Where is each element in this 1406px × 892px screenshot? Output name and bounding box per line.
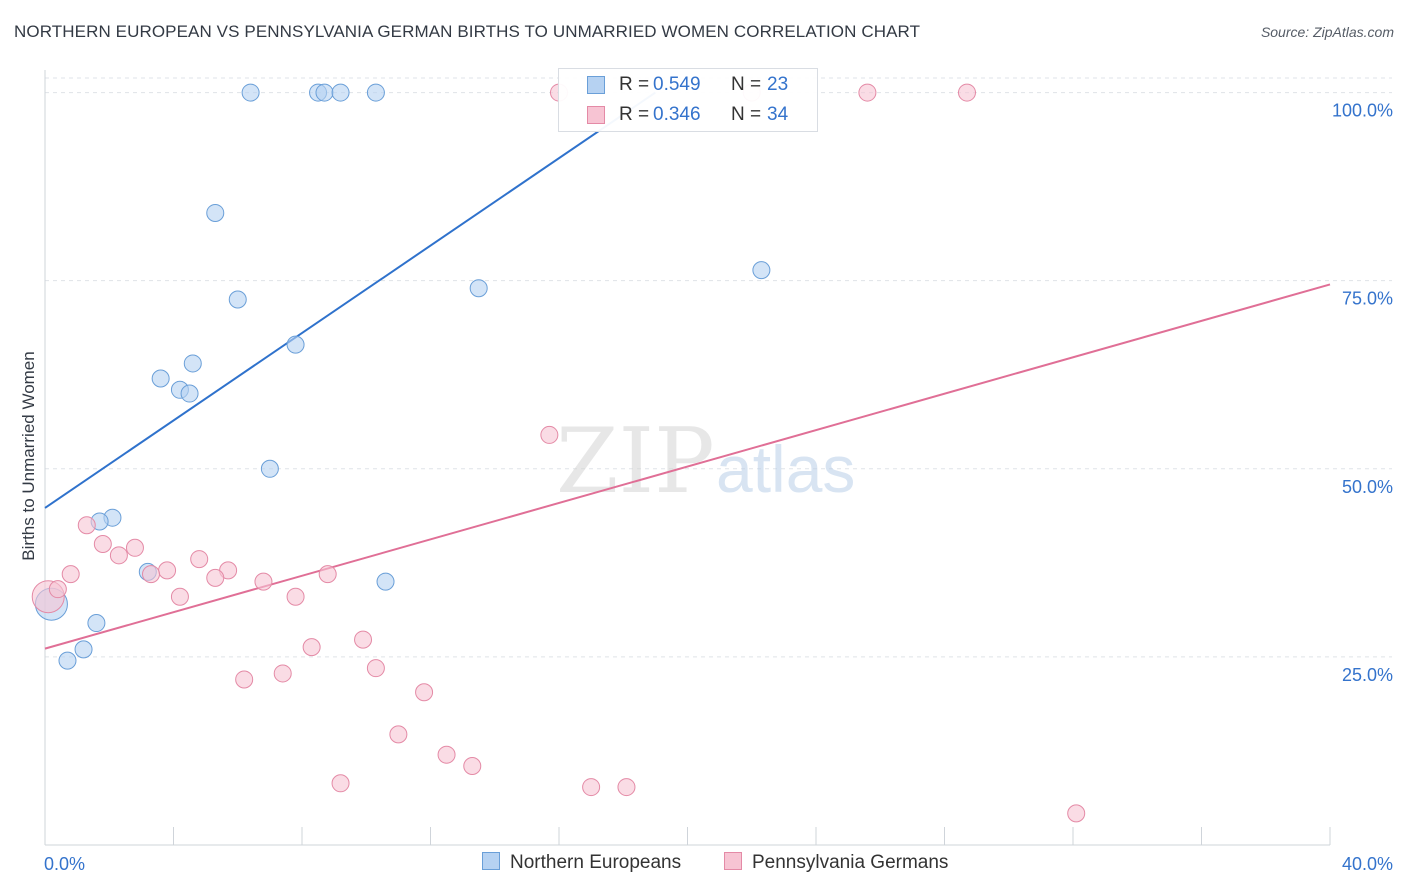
pennsylvania-german-point xyxy=(77,516,96,535)
y-tick-label: 25.0% xyxy=(1342,665,1393,685)
y-axis-label: Births to Unmarried Women xyxy=(19,351,38,560)
y-tick-label: 100.0% xyxy=(1332,101,1393,121)
pennsylvania-german-point xyxy=(1067,804,1086,823)
watermark-atlas: atlas xyxy=(716,432,855,506)
northern-european-point xyxy=(74,640,93,659)
stats-legend: R = 0.549 N = 23 R = 0.346 N = 34 xyxy=(558,68,818,132)
legend-row-northern: R = 0.549 N = 23 xyxy=(559,71,817,101)
y-tick-label: 50.0% xyxy=(1342,477,1393,497)
watermark-zip: ZIP xyxy=(556,409,715,514)
northern-european-point xyxy=(206,203,225,222)
legend-r-label: R = xyxy=(619,74,650,95)
blue-swatch xyxy=(482,852,500,870)
legend-r-value: 0.549 xyxy=(653,74,701,95)
pennsylvania-german-point xyxy=(254,572,273,591)
pennsylvania-german-point xyxy=(48,580,67,599)
pennsylvania-german-point xyxy=(354,630,373,649)
pennsylvania-german-point xyxy=(415,683,434,702)
trend-lines xyxy=(44,91,1331,650)
pennsylvania-german-point xyxy=(109,546,128,565)
bottom-legend-pennsylvania: Pennsylvania Germans xyxy=(724,852,948,876)
pink-swatch xyxy=(724,852,742,870)
bottom-legend-northern: Northern Europeans xyxy=(482,852,681,876)
pennsylvania-german-point xyxy=(286,587,305,606)
northern-european-point xyxy=(469,279,488,298)
pennsylvania-german-point xyxy=(61,565,80,584)
legend-n-value: 34 xyxy=(767,104,789,125)
legend-n-label: N = xyxy=(731,104,762,125)
northern-european-point xyxy=(241,83,260,102)
pennsylvania-german-point xyxy=(957,83,976,102)
axes xyxy=(44,70,1331,846)
legend-row-pennsylvania: R = 0.346 N = 34 xyxy=(559,101,817,131)
northern-european-point xyxy=(151,369,170,388)
pennsylvania-german-point xyxy=(617,778,636,797)
legend-r-label: R = xyxy=(619,104,650,125)
pennsylvania-german-point xyxy=(389,725,408,744)
northern-european-point xyxy=(752,261,771,280)
pennsylvania-german-point xyxy=(142,565,161,584)
northern-european-point xyxy=(260,459,279,478)
pennsylvania-german-point xyxy=(463,756,482,775)
pennsylvania-german-point xyxy=(125,538,144,557)
bottom-legend-label: Pennsylvania Germans xyxy=(752,852,949,873)
legend-n-value: 23 xyxy=(767,74,789,95)
pennsylvania-german-point xyxy=(331,774,350,793)
pennsylvania-german-point xyxy=(302,638,321,657)
chart-title: NORTHERN EUROPEAN VS PENNSYLVANIA GERMAN… xyxy=(14,22,921,41)
pennsylvania-german-point xyxy=(582,778,601,797)
pennsylvania-german-point xyxy=(206,568,225,587)
blue-swatch xyxy=(587,76,605,94)
pink-swatch xyxy=(587,106,605,124)
pennsylvania-german-trendline xyxy=(44,283,1331,650)
pennsylvania-german-point xyxy=(437,745,456,764)
northern-european-point xyxy=(286,335,305,354)
northern-european-trendline xyxy=(44,91,656,509)
pennsylvania-german-point xyxy=(158,561,177,580)
pennsylvania-german-point xyxy=(235,670,254,689)
northern-european-point xyxy=(331,83,350,102)
pennsylvania-german-point xyxy=(318,565,337,584)
legend-n-label: N = xyxy=(731,74,762,95)
pennsylvania-german-point xyxy=(858,83,877,102)
pennsylvania-german-point xyxy=(170,587,189,606)
northern-european-point xyxy=(87,614,106,633)
pennsylvania-german-point xyxy=(273,664,292,683)
northern-european-point xyxy=(366,83,385,102)
northern-european-point xyxy=(228,290,247,309)
tick-labels: 25.0% 50.0% 75.0% 100.0% 0.0% 40.0% xyxy=(44,101,1393,874)
bottom-legend-label: Northern Europeans xyxy=(510,852,682,873)
northern-european-point xyxy=(183,354,202,373)
northern-european-point xyxy=(315,83,334,102)
northern-european-point xyxy=(376,572,395,591)
y-tick-label: 75.0% xyxy=(1342,289,1393,309)
pennsylvania-german-point xyxy=(93,535,112,554)
pennsylvania-german-point xyxy=(190,550,209,569)
grid xyxy=(45,77,1392,658)
pennsylvania-german-point xyxy=(366,659,385,678)
legend-r-value: 0.346 xyxy=(653,104,701,125)
northern-european-point xyxy=(180,384,199,403)
pennsylvania-german-point xyxy=(540,425,559,444)
x-tick-label: 40.0% xyxy=(1342,854,1393,874)
data-points xyxy=(31,83,1086,823)
source-label: Source: ZipAtlas.com xyxy=(1260,24,1394,40)
northern-european-point xyxy=(58,651,77,670)
x-tick-label: 0.0% xyxy=(44,854,85,874)
